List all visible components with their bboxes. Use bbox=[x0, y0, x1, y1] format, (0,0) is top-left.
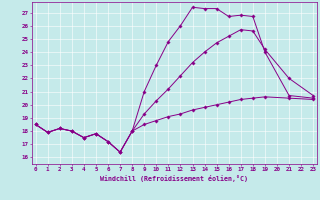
X-axis label: Windchill (Refroidissement éolien,°C): Windchill (Refroidissement éolien,°C) bbox=[100, 175, 248, 182]
